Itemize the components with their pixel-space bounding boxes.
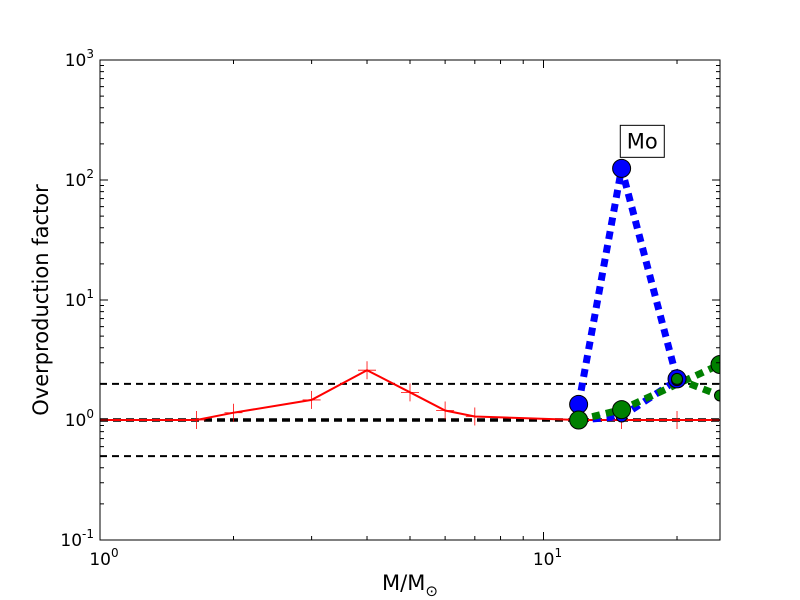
x-tick-label: 100 [89,546,118,570]
series-1-point [358,361,377,380]
series-1-line [100,369,720,421]
series-4-point [710,355,720,375]
series-1-point [465,407,484,426]
y-axis-label: Overproduction factor [29,184,53,416]
y-tick-label: 100 [65,407,94,431]
series-2-point [612,158,632,178]
series-1-point [187,411,206,429]
series-4-point [569,410,589,430]
series-1-point [436,401,455,420]
series-1-point [401,383,419,402]
y-tick-label: 102 [65,167,94,191]
y-tick-label: 103 [65,47,94,71]
x-axis-label: M/M⊙ [382,571,438,600]
series-1-point [668,411,687,429]
plot-area [100,158,720,458]
series-2-line [575,167,681,406]
x-tick-label: 101 [533,546,562,570]
annotation-box [619,124,665,158]
y-tick-label: 10-1 [60,527,94,551]
series-5-point [714,389,720,402]
series-4-line [577,361,720,424]
y-tick-label: 101 [65,287,94,311]
series-4-point [612,400,632,420]
plot-clip-group [100,158,720,458]
series-1-point [302,390,321,409]
series-1-point [224,403,243,422]
series-5-point [671,372,684,385]
annotations: Mo [619,124,665,158]
annotation-label: Mo [627,129,658,153]
